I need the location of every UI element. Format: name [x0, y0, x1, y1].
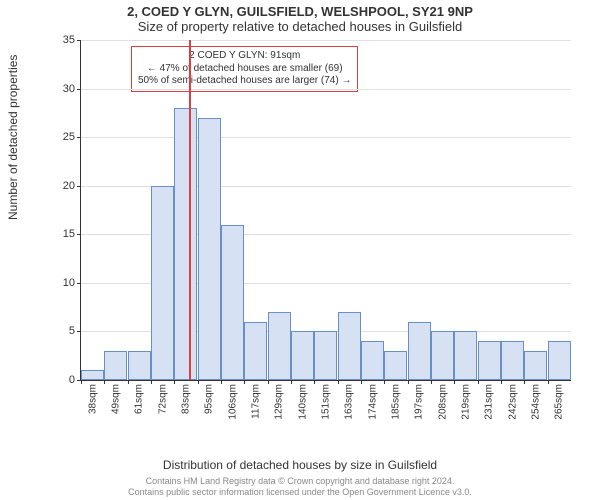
y-tick-label: 25	[63, 131, 75, 143]
grid-line	[81, 89, 571, 90]
x-tick-mark	[408, 380, 409, 384]
histogram-bar	[431, 331, 454, 380]
histogram-bar	[454, 331, 477, 380]
histogram-bar	[524, 351, 547, 380]
x-tick-mark	[104, 380, 105, 384]
histogram-bar	[314, 331, 337, 380]
footer-line2: Contains public sector information licen…	[0, 487, 600, 498]
x-tick-label: 208sqm	[437, 384, 448, 420]
x-tick-mark	[384, 380, 385, 384]
histogram-bar	[408, 322, 431, 380]
x-tick-label: 72sqm	[157, 384, 168, 414]
y-tick-label: 20	[63, 180, 75, 192]
x-tick-label: 197sqm	[414, 384, 425, 420]
chart-outer: 2 COED Y GLYN: 91sqm ← 47% of detached h…	[50, 40, 580, 420]
histogram-bar	[291, 331, 314, 380]
x-tick-mark	[268, 380, 269, 384]
y-tick-label: 15	[63, 228, 75, 240]
x-tick-mark	[501, 380, 502, 384]
info-box-line3: 50% of semi-detached houses are larger (…	[138, 75, 351, 88]
y-tick-label: 30	[63, 83, 75, 95]
histogram-bar	[174, 108, 197, 380]
plot-area: 2 COED Y GLYN: 91sqm ← 47% of detached h…	[80, 40, 571, 381]
y-tick-label: 10	[63, 277, 75, 289]
y-tick-mark	[77, 137, 81, 138]
x-tick-mark	[524, 380, 525, 384]
x-tick-label: 185sqm	[391, 384, 402, 420]
x-tick-label: 242sqm	[507, 384, 518, 420]
marker-line	[189, 40, 191, 380]
x-tick-label: 95sqm	[204, 384, 215, 414]
y-axis-label: Number of detached properties	[6, 55, 20, 220]
x-tick-label: 254sqm	[531, 384, 542, 420]
x-tick-label: 117sqm	[251, 384, 262, 419]
y-tick-mark	[77, 40, 81, 41]
x-tick-label: 49sqm	[111, 384, 122, 414]
histogram-bar	[244, 322, 267, 380]
x-tick-label: 38sqm	[87, 384, 98, 414]
y-tick-label: 5	[69, 325, 75, 337]
y-tick-mark	[77, 234, 81, 235]
x-tick-label: 151sqm	[321, 384, 332, 420]
y-tick-label: 0	[69, 374, 75, 386]
histogram-bar	[198, 118, 221, 380]
histogram-bar	[361, 341, 384, 380]
x-tick-label: 140sqm	[297, 384, 308, 420]
chart-title-sub: Size of property relative to detached ho…	[0, 19, 600, 36]
histogram-bar	[268, 312, 291, 380]
x-tick-mark	[198, 380, 199, 384]
histogram-bar	[128, 351, 151, 380]
x-tick-mark	[361, 380, 362, 384]
x-tick-label: 61sqm	[134, 384, 145, 414]
histogram-bar	[338, 312, 361, 380]
grid-line	[81, 40, 571, 41]
x-tick-mark	[338, 380, 339, 384]
info-box-line2: ← 47% of detached houses are smaller (69…	[138, 63, 351, 76]
x-tick-mark	[314, 380, 315, 384]
x-tick-label: 106sqm	[227, 384, 238, 420]
x-tick-mark	[244, 380, 245, 384]
x-tick-label: 219sqm	[461, 384, 472, 420]
info-box-line1: 2 COED Y GLYN: 91sqm	[138, 50, 351, 63]
x-tick-label: 163sqm	[344, 384, 355, 420]
x-tick-mark	[454, 380, 455, 384]
x-tick-mark	[128, 380, 129, 384]
chart-title-main: 2, COED Y GLYN, GUILSFIELD, WELSHPOOL, S…	[0, 0, 600, 19]
x-tick-mark	[174, 380, 175, 384]
x-tick-mark	[431, 380, 432, 384]
histogram-bar	[104, 351, 127, 380]
y-tick-mark	[77, 283, 81, 284]
histogram-bar	[151, 186, 174, 380]
histogram-bar	[478, 341, 501, 380]
footer: Contains HM Land Registry data © Crown c…	[0, 476, 600, 498]
histogram-bar	[548, 341, 571, 380]
x-tick-mark	[548, 380, 549, 384]
grid-line	[81, 137, 571, 138]
x-tick-mark	[478, 380, 479, 384]
y-tick-mark	[77, 186, 81, 187]
histogram-bar	[501, 341, 524, 380]
y-tick-mark	[77, 89, 81, 90]
y-tick-mark	[77, 331, 81, 332]
y-tick-label: 35	[63, 34, 75, 46]
x-tick-label: 129sqm	[274, 384, 285, 420]
histogram-bar	[221, 225, 244, 380]
x-tick-mark	[151, 380, 152, 384]
histogram-bar	[81, 370, 104, 380]
x-tick-mark	[291, 380, 292, 384]
x-tick-label: 265sqm	[554, 384, 565, 420]
x-tick-mark	[221, 380, 222, 384]
info-box: 2 COED Y GLYN: 91sqm ← 47% of detached h…	[131, 46, 358, 92]
x-tick-mark	[81, 380, 82, 384]
histogram-bar	[384, 351, 407, 380]
x-tick-label: 174sqm	[367, 384, 378, 420]
x-axis-title: Distribution of detached houses by size …	[0, 458, 600, 472]
x-tick-label: 231sqm	[484, 384, 495, 420]
footer-line1: Contains HM Land Registry data © Crown c…	[0, 476, 600, 487]
chart-container: 2, COED Y GLYN, GUILSFIELD, WELSHPOOL, S…	[0, 0, 600, 500]
x-tick-label: 83sqm	[181, 384, 192, 414]
